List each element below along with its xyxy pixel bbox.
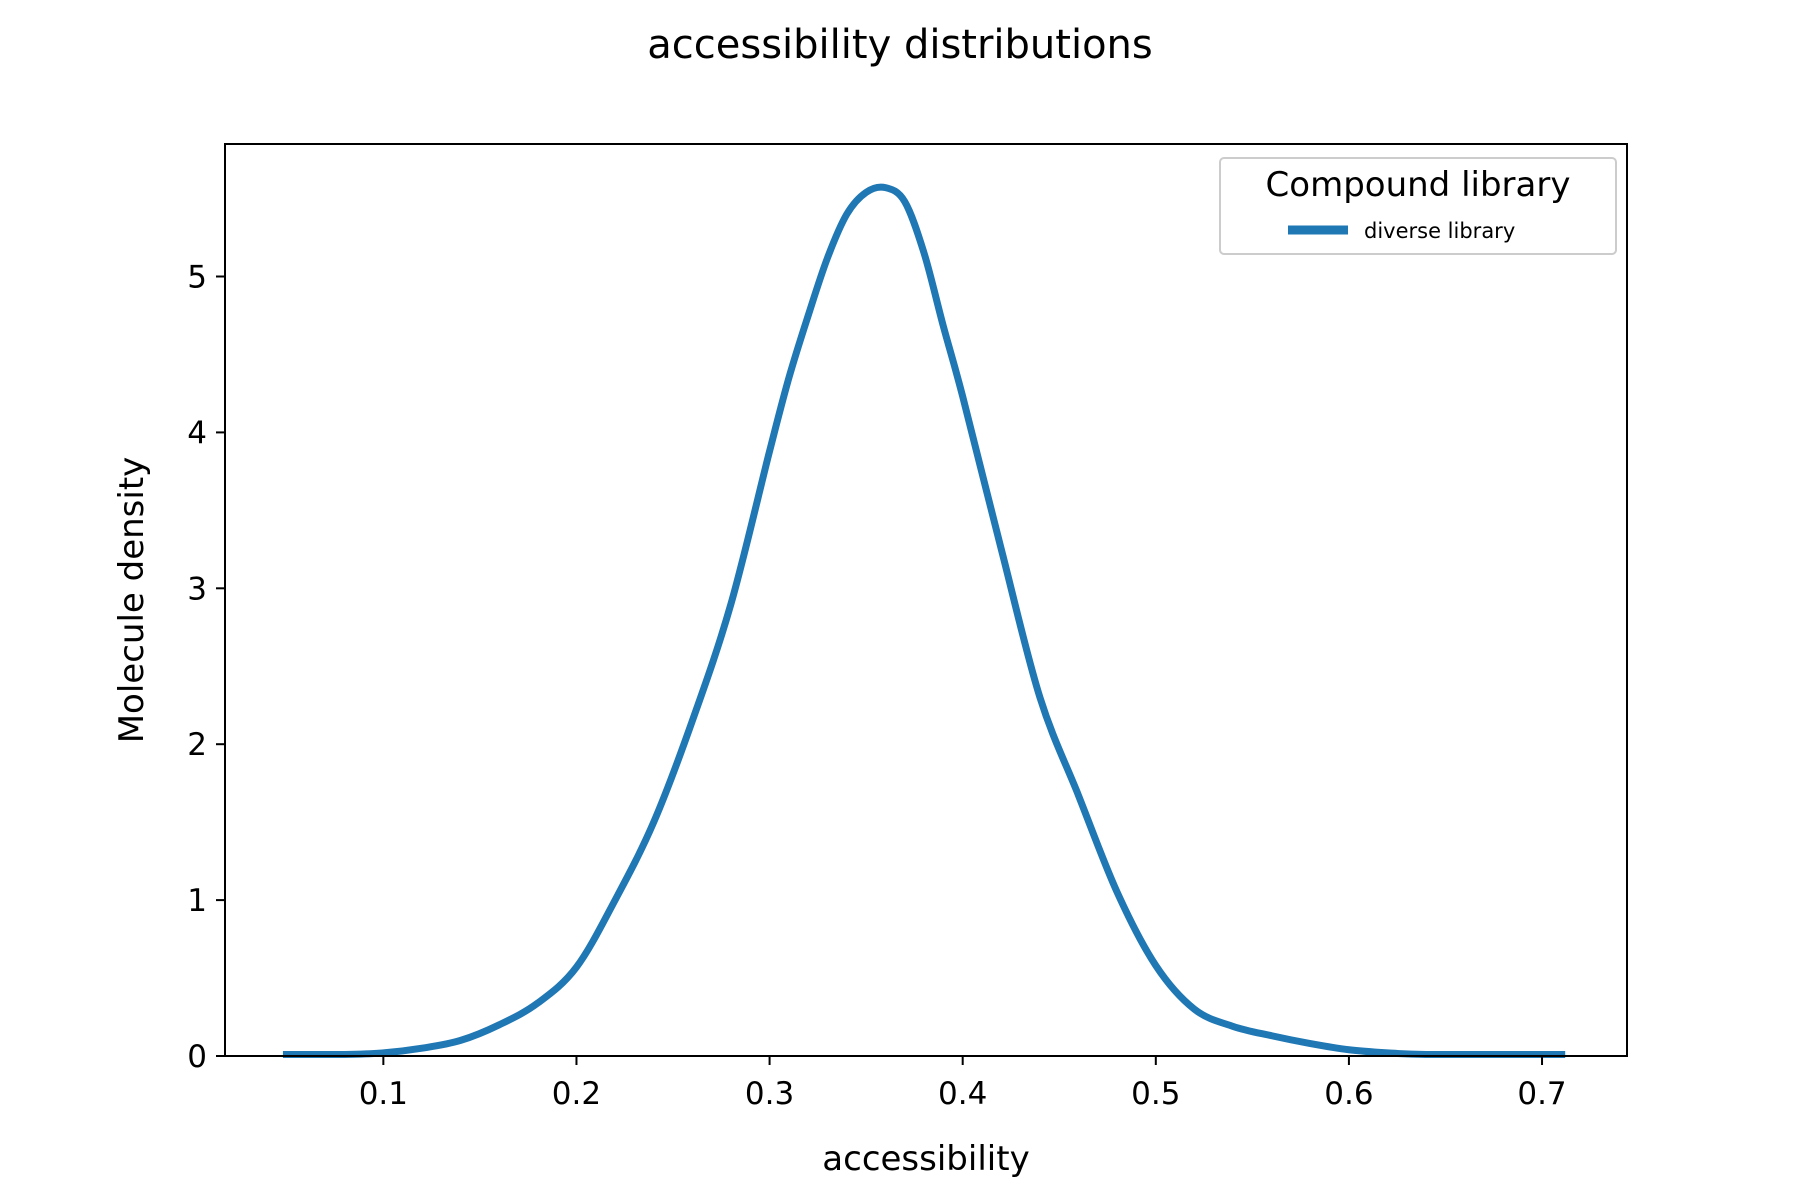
- y-axis: 0 1 2 3 4 5: [187, 260, 225, 1075]
- series-line-diverse-library: [282, 183, 1566, 1059]
- y-tick-label: 0: [187, 1039, 207, 1075]
- y-tick-label: 4: [187, 415, 207, 451]
- y-tick-label: 3: [187, 571, 207, 607]
- y-tick-label: 2: [187, 727, 207, 763]
- plot-area-frame: [224, 143, 1628, 1057]
- legend-label-diverse-library: diverse library: [1364, 219, 1515, 243]
- x-tick-label: 0.1: [359, 1076, 408, 1112]
- x-axis: 0.1 0.2 0.3 0.4 0.5 0.6 0.7: [359, 1056, 1567, 1112]
- legend-title: Compound library: [1266, 165, 1571, 205]
- x-axis-label: accessibility: [822, 1139, 1029, 1179]
- x-tick-label: 0.7: [1517, 1076, 1566, 1112]
- x-tick-label: 0.2: [552, 1076, 601, 1112]
- y-tick-label: 5: [187, 260, 207, 296]
- x-tick-label: 0.4: [938, 1076, 987, 1112]
- y-axis-label: Molecule density: [112, 457, 152, 744]
- x-tick-label: 0.6: [1324, 1076, 1373, 1112]
- x-tick-label: 0.5: [1131, 1076, 1180, 1112]
- y-tick-label: 1: [187, 883, 207, 919]
- chart-title: accessibility distributions: [647, 22, 1153, 68]
- legend: Compound library diverse library: [1219, 157, 1617, 255]
- x-tick-label: 0.3: [745, 1076, 794, 1112]
